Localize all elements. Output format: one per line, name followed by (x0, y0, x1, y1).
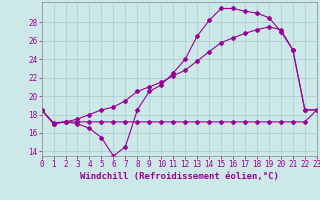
X-axis label: Windchill (Refroidissement éolien,°C): Windchill (Refroidissement éolien,°C) (80, 172, 279, 181)
